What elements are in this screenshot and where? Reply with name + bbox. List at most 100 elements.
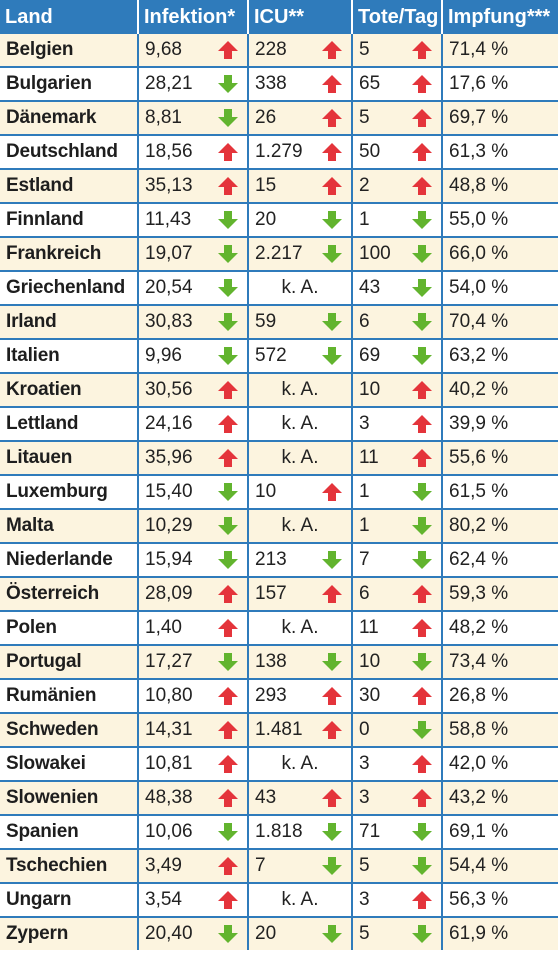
arrow-down-icon [411, 652, 433, 672]
arrow-up-icon [411, 40, 433, 60]
arrow-down-icon [411, 822, 433, 842]
arrow-up-icon [217, 618, 239, 638]
icu-cell: 1.481 [248, 713, 353, 748]
arrow-up-icon [321, 720, 343, 740]
country-name: Frankreich [0, 237, 139, 272]
arrow-down-icon [321, 346, 343, 366]
icu-value: k. A. [281, 447, 319, 468]
arrow-down-icon [321, 856, 343, 876]
header-row: Land Infektion* ICU** Tote/Tag Impfung**… [0, 0, 558, 34]
tote-tag-cell: 71 [352, 815, 443, 850]
icu-value: k. A. [281, 413, 319, 434]
impfung-value: 48,2 % [442, 611, 558, 646]
arrow-down-icon [321, 312, 343, 332]
tote-tag-cell: 100 [352, 237, 443, 272]
icu-cell: k. A. [248, 271, 353, 306]
impfung-value: 48,8 % [442, 169, 558, 204]
arrow-down-icon [321, 652, 343, 672]
icu-cell: k. A. [248, 407, 353, 442]
tote-tag-value: 3 [359, 753, 370, 774]
header-impfung: Impfung*** [442, 0, 558, 34]
arrow-up-icon [217, 754, 239, 774]
table-row: Kroatien 30,56 k. A. 10 40,2 % [0, 373, 558, 408]
country-name: Zypern [0, 917, 139, 950]
arrow-down-icon [411, 720, 433, 740]
icu-value: 293 [255, 685, 287, 706]
impfung-value: 55,6 % [442, 441, 558, 476]
table-row: Finnland 11,43 20 1 55,0 % [0, 203, 558, 238]
infektion-cell: 8,81 [138, 101, 249, 136]
tote-tag-value: 11 [359, 447, 379, 468]
impfung-value: 61,3 % [442, 135, 558, 170]
header-infektion: Infektion* [138, 0, 249, 34]
icu-cell: k. A. [248, 373, 353, 408]
infektion-value: 15,40 [145, 481, 193, 502]
arrow-up-icon [217, 890, 239, 910]
icu-cell: 20 [248, 203, 353, 238]
tote-tag-value: 50 [359, 141, 381, 162]
table-row: Estland 35,13 15 2 48,8 % [0, 169, 558, 204]
icu-cell: k. A. [248, 747, 353, 782]
arrow-down-icon [217, 652, 239, 672]
arrow-up-icon [321, 686, 343, 706]
table-row: Slowakei 10,81 k. A. 3 42,0 % [0, 747, 558, 782]
icu-value: k. A. [281, 379, 319, 400]
tote-tag-cell: 10 [352, 373, 443, 408]
icu-value: 2.217 [255, 243, 303, 264]
country-name: Tschechien [0, 849, 139, 884]
icu-cell: 2.217 [248, 237, 353, 272]
table-row: Litauen 35,96 k. A. 11 55,6 % [0, 441, 558, 476]
impfung-value: 40,2 % [442, 373, 558, 408]
infektion-cell: 10,81 [138, 747, 249, 782]
arrow-up-icon [321, 788, 343, 808]
icu-value: 20 [255, 923, 277, 944]
tote-tag-value: 6 [359, 583, 370, 604]
country-name: Belgien [0, 34, 139, 68]
arrow-up-icon [217, 40, 239, 60]
infektion-cell: 30,56 [138, 373, 249, 408]
arrow-up-icon [217, 448, 239, 468]
tote-tag-cell: 5 [352, 34, 443, 68]
icu-value: 157 [255, 583, 287, 604]
tote-tag-value: 5 [359, 39, 370, 60]
infektion-cell: 15,40 [138, 475, 249, 510]
infektion-value: 35,96 [145, 447, 193, 468]
arrow-down-icon [321, 244, 343, 264]
tote-tag-value: 69 [359, 345, 381, 366]
impfung-value: 59,3 % [442, 577, 558, 612]
infektion-cell: 9,96 [138, 339, 249, 374]
arrow-down-icon [217, 346, 239, 366]
tote-tag-cell: 11 [352, 441, 443, 476]
country-name: Schweden [0, 713, 139, 748]
arrow-up-icon [217, 720, 239, 740]
infektion-value: 48,38 [145, 787, 193, 808]
arrow-up-icon [217, 176, 239, 196]
icu-cell: 1.279 [248, 135, 353, 170]
impfung-value: 39,9 % [442, 407, 558, 442]
country-name: Bulgarien [0, 67, 139, 102]
infektion-cell: 10,80 [138, 679, 249, 714]
icu-value: 15 [255, 175, 277, 196]
infektion-value: 19,07 [145, 243, 193, 264]
tote-tag-cell: 5 [352, 849, 443, 884]
tote-tag-value: 2 [359, 175, 370, 196]
icu-value: 59 [255, 311, 277, 332]
icu-cell: 228 [248, 34, 353, 68]
arrow-up-icon [411, 176, 433, 196]
arrow-up-icon [411, 584, 433, 604]
infektion-cell: 11,43 [138, 203, 249, 238]
tote-tag-value: 100 [359, 243, 391, 264]
infektion-value: 28,09 [145, 583, 193, 604]
arrow-up-icon [411, 788, 433, 808]
icu-value: 138 [255, 651, 287, 672]
table-row: Tschechien 3,49 7 5 54,4 % [0, 849, 558, 884]
impfung-value: 55,0 % [442, 203, 558, 238]
impfung-value: 54,4 % [442, 849, 558, 884]
tote-tag-cell: 0 [352, 713, 443, 748]
impfung-value: 62,4 % [442, 543, 558, 578]
header-tote-tag: Tote/Tag [352, 0, 443, 34]
arrow-up-icon [411, 754, 433, 774]
arrow-up-icon [217, 686, 239, 706]
icu-value: k. A. [281, 277, 319, 298]
tote-tag-cell: 50 [352, 135, 443, 170]
